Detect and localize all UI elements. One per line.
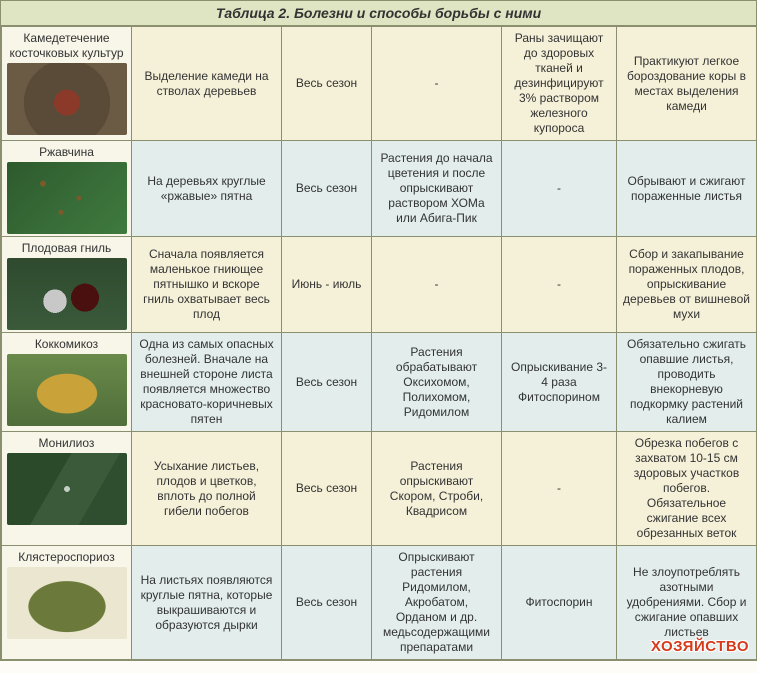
disease-name-cell: Камедетечение косточковых культур [2, 27, 132, 141]
treatment2-cell: Раны зачищают до здоровых тканей и дезин… [502, 27, 617, 141]
disease-name: Коккомикоз [4, 337, 129, 352]
table-row: Камедетечение косточковых культурВыделен… [2, 27, 757, 141]
disease-name-cell: Клястероспориоз [2, 546, 132, 660]
table-row: РжавчинаНа деревьях круглые «ржавые» пят… [2, 141, 757, 237]
disease-name-cell: Монилиоз [2, 432, 132, 546]
disease-name: Клястероспориоз [4, 550, 129, 565]
period-cell: Весь сезон [282, 333, 372, 432]
disease-thumbnail [7, 567, 127, 639]
period-cell: Весь сезон [282, 432, 372, 546]
watermark: ХОЗЯЙСТВО [651, 638, 749, 655]
treatment2-cell: Опрыскивание 3-4 раза Фитоспорином [502, 333, 617, 432]
disease-thumbnail [7, 162, 127, 234]
table-container: Таблица 2. Болезни и способы борьбы с ни… [0, 0, 757, 661]
disease-name-cell: Ржавчина [2, 141, 132, 237]
treatment2-cell: - [502, 141, 617, 237]
treatment1-cell: - [372, 237, 502, 333]
description-cell: Усыхание листьев, плодов и цветков, впло… [132, 432, 282, 546]
treatment2-cell: Фитоспорин [502, 546, 617, 660]
disease-name-cell: Плодовая гниль [2, 237, 132, 333]
table-row: КлястероспориозНа листьях появляются кру… [2, 546, 757, 660]
description-cell: Одна из самых опасных болезней. Вначале … [132, 333, 282, 432]
disease-name: Монилиоз [4, 436, 129, 451]
treatment3-cell: Обрывают и сжигают пораженные листья [617, 141, 757, 237]
treatment2-cell: - [502, 432, 617, 546]
table-row: Плодовая гнильСначала появляется маленьк… [2, 237, 757, 333]
disease-thumbnail [7, 354, 127, 426]
disease-thumbnail [7, 453, 127, 525]
treatment1-cell: Растения обрабатывают Оксихомом, Полихом… [372, 333, 502, 432]
description-cell: Выделение камеди на стволах деревьев [132, 27, 282, 141]
treatment3-cell: Сбор и закапывание пораженных плодов, оп… [617, 237, 757, 333]
treatment3-cell: Обязательно сжигать опавшие листья, пров… [617, 333, 757, 432]
disease-thumbnail [7, 63, 127, 135]
treatment1-cell: Опрыскивают растения Ридомилом, Акробато… [372, 546, 502, 660]
treatment2-cell: - [502, 237, 617, 333]
treatment1-cell: - [372, 27, 502, 141]
diseases-table: Камедетечение косточковых культурВыделен… [1, 26, 757, 660]
description-cell: На листьях появляются круглые пятна, кот… [132, 546, 282, 660]
period-cell: Весь сезон [282, 27, 372, 141]
treatment3-cell: Практикуют легкое бороздование коры в ме… [617, 27, 757, 141]
disease-name-cell: Коккомикоз [2, 333, 132, 432]
description-cell: Сначала появляется маленькое гниющее пят… [132, 237, 282, 333]
disease-name: Плодовая гниль [4, 241, 129, 256]
treatment3-cell: Обрезка побегов с захватом 10-15 см здор… [617, 432, 757, 546]
disease-name: Камедетечение косточковых культур [4, 31, 129, 61]
treatment1-cell: Растения до начала цветения и после опры… [372, 141, 502, 237]
period-cell: Июнь - июль [282, 237, 372, 333]
treatment1-cell: Растения опрыскивают Скором, Строби, Ква… [372, 432, 502, 546]
description-cell: На деревьях круглые «ржавые» пятна [132, 141, 282, 237]
table-row: КоккомикозОдна из самых опасных болезней… [2, 333, 757, 432]
disease-thumbnail [7, 258, 127, 330]
table-row: МонилиозУсыхание листьев, плодов и цветк… [2, 432, 757, 546]
period-cell: Весь сезон [282, 141, 372, 237]
table-title: Таблица 2. Болезни и способы борьбы с ни… [1, 1, 756, 26]
disease-name: Ржавчина [4, 145, 129, 160]
period-cell: Весь сезон [282, 546, 372, 660]
